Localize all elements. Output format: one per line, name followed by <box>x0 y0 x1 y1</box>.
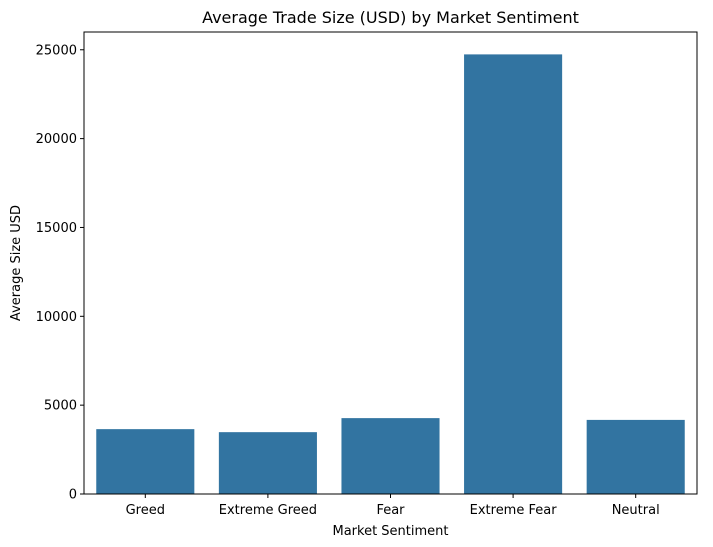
x-axis-label: Market Sentiment <box>332 524 448 539</box>
y-axis: 0 5000 10000 15000 20000 25000 <box>36 43 84 503</box>
y-tick-label: 5000 <box>44 399 77 414</box>
bar-fear <box>341 418 440 494</box>
y-axis-label: Average Size USD <box>9 205 24 321</box>
bar-extreme-greed <box>218 432 317 494</box>
x-tick-label: Fear <box>376 503 405 518</box>
x-axis: Greed Extreme Greed Fear Extreme Fear Neutra… <box>126 494 660 518</box>
bar-extreme-fear <box>464 54 563 495</box>
y-tick-label: 0 <box>69 488 77 503</box>
plot-frame <box>83 31 698 495</box>
chart-title: Average Trade Size (USD) by Market Senti… <box>202 8 579 27</box>
x-tick-label: Greed <box>126 503 165 518</box>
y-tick-label: 10000 <box>36 310 77 325</box>
x-tick-label: Extreme Fear <box>470 503 558 518</box>
y-tick-label: 20000 <box>36 132 77 147</box>
y-tick-label: 25000 <box>36 43 77 58</box>
x-tick-label: Neutral <box>612 503 660 518</box>
bar-neutral <box>586 419 685 494</box>
bar-greed <box>96 429 195 494</box>
x-tick-label: Extreme Greed <box>219 503 317 518</box>
bars <box>96 54 685 495</box>
y-tick-label: 15000 <box>36 221 77 236</box>
